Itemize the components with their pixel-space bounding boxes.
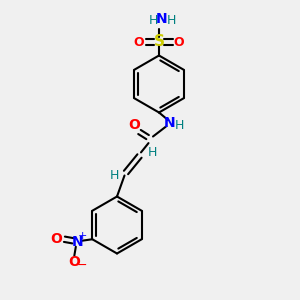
Text: S: S	[154, 34, 164, 50]
Text: O: O	[68, 255, 80, 269]
Text: H: H	[147, 146, 157, 159]
Text: +: +	[78, 231, 87, 241]
Text: N: N	[156, 12, 168, 26]
Text: H: H	[167, 14, 176, 28]
Text: H: H	[149, 14, 158, 28]
Text: H: H	[174, 119, 184, 133]
Text: −: −	[76, 259, 87, 272]
Text: N: N	[71, 235, 83, 249]
Text: O: O	[128, 118, 140, 132]
Text: O: O	[174, 35, 184, 49]
Text: O: O	[50, 232, 62, 246]
Text: O: O	[134, 35, 144, 49]
Text: H: H	[110, 169, 119, 182]
Text: N: N	[164, 116, 175, 130]
